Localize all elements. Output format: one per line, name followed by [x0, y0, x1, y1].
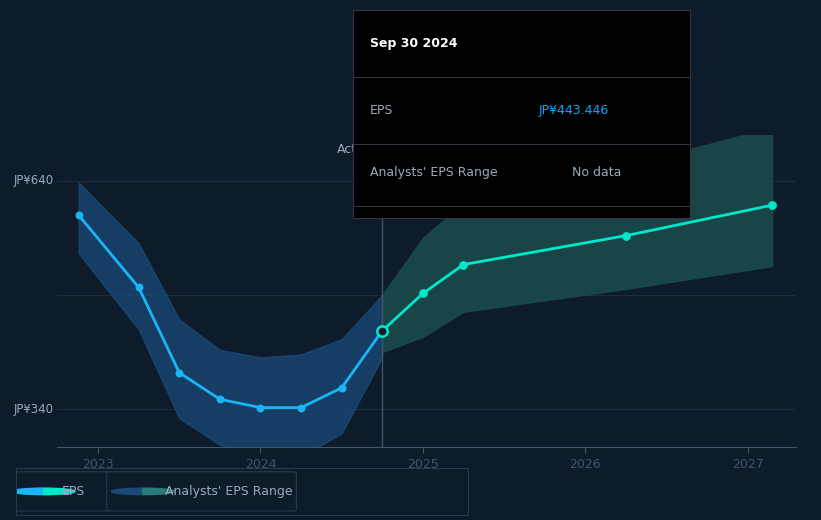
- Point: [376, 327, 389, 335]
- Text: Analysts Forecasts: Analysts Forecasts: [389, 143, 505, 156]
- FancyBboxPatch shape: [11, 472, 112, 511]
- Point: [619, 231, 632, 240]
- FancyBboxPatch shape: [107, 472, 296, 511]
- Point: [254, 404, 267, 412]
- Wedge shape: [44, 488, 76, 495]
- Point: [457, 261, 470, 269]
- Point: [416, 289, 429, 297]
- Text: EPS: EPS: [62, 485, 85, 498]
- Text: Analysts' EPS Range: Analysts' EPS Range: [370, 166, 498, 179]
- Point: [765, 201, 778, 210]
- Point: [376, 327, 389, 335]
- Wedge shape: [11, 488, 44, 495]
- Text: JP¥640: JP¥640: [14, 174, 54, 187]
- Text: JP¥340: JP¥340: [14, 402, 54, 415]
- Text: Analysts' EPS Range: Analysts' EPS Range: [166, 485, 293, 498]
- Text: EPS: EPS: [370, 104, 393, 116]
- Wedge shape: [143, 488, 175, 495]
- Text: JP¥443.446: JP¥443.446: [539, 104, 608, 116]
- Point: [335, 384, 348, 392]
- Text: No data: No data: [572, 166, 621, 179]
- Point: [72, 211, 85, 219]
- Point: [213, 395, 227, 404]
- Text: Sep 30 2024: Sep 30 2024: [370, 37, 457, 50]
- Point: [376, 327, 389, 335]
- Text: Actual: Actual: [337, 143, 376, 156]
- Point: [172, 369, 186, 377]
- Point: [132, 283, 145, 292]
- Wedge shape: [112, 488, 143, 495]
- Point: [295, 404, 308, 412]
